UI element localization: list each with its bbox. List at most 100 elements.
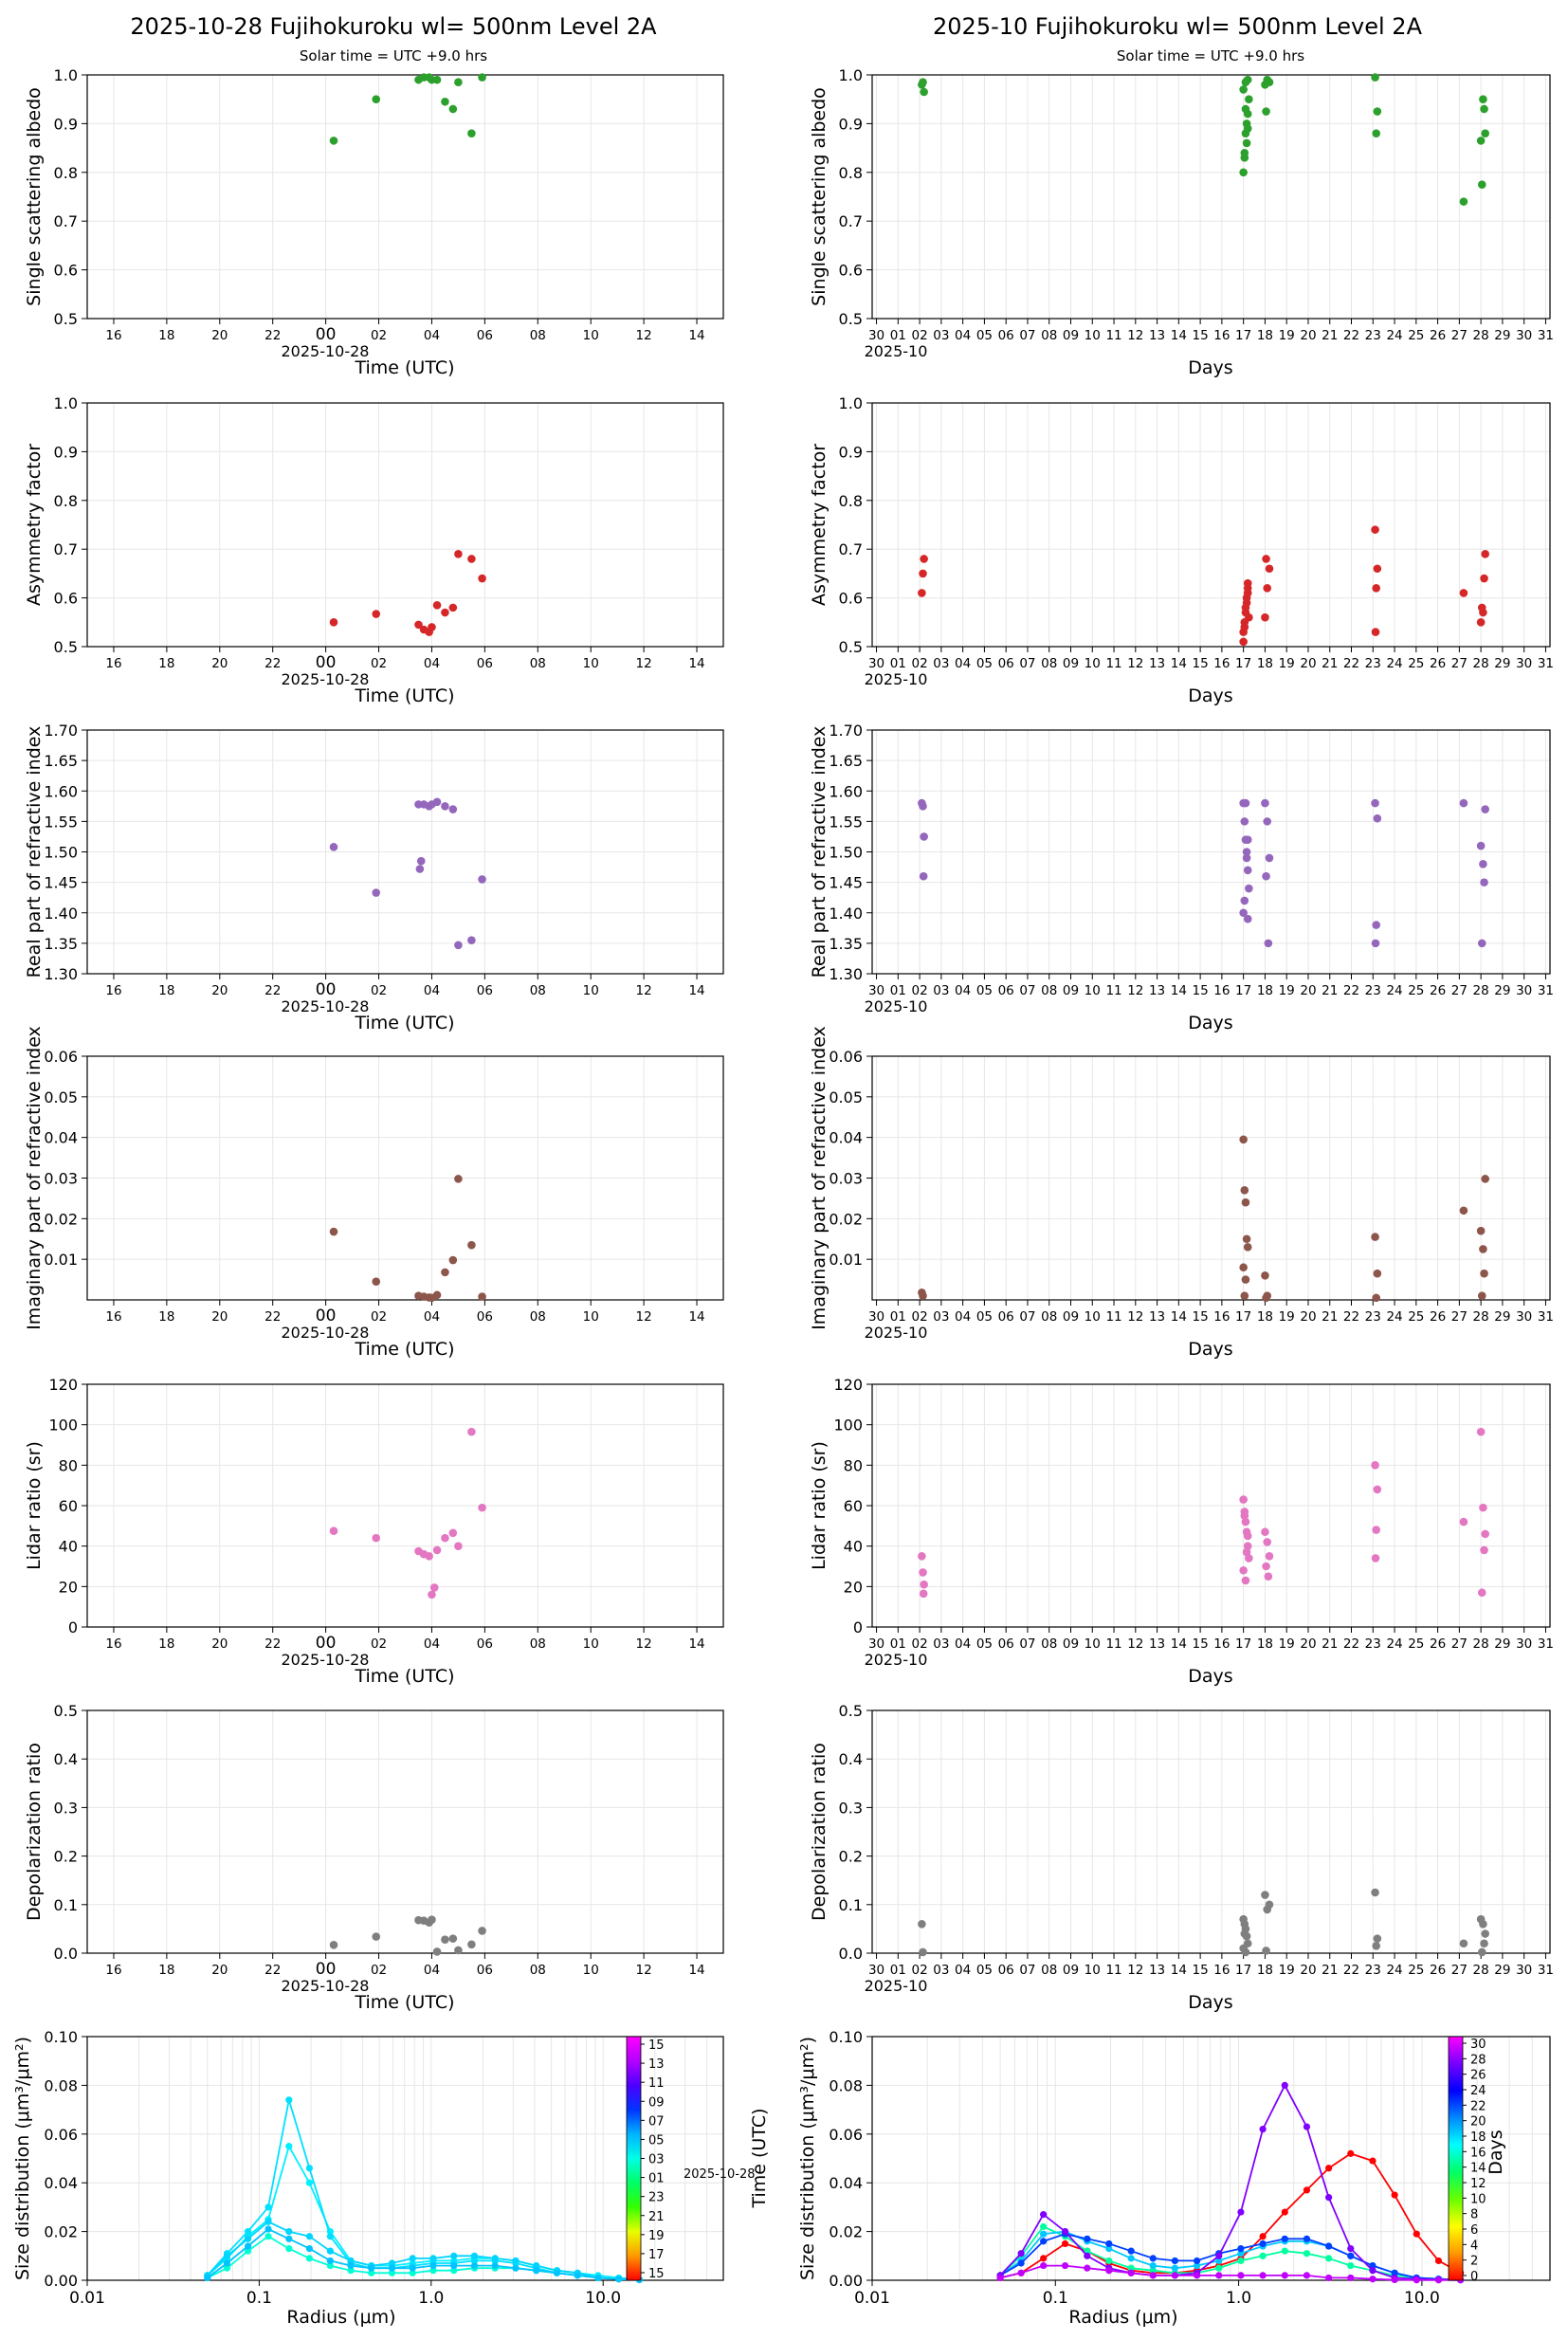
x-tick-label: 02 <box>371 983 387 998</box>
colorbar-tick-label: 19 <box>648 2229 665 2243</box>
x-tick-label: 10 <box>583 1636 599 1652</box>
series-point <box>244 2235 252 2242</box>
x-axis-label: Time (UTC) <box>354 357 454 378</box>
data-point <box>1261 612 1269 622</box>
x-tick-label: 16 <box>105 1963 121 1978</box>
plots-layer: 16 18 20 22 00 02 04 06 08 10 12 140.50.60.70.80.91… <box>12 66 1554 2328</box>
y-tick-label: 1.45 <box>44 874 78 892</box>
series-point <box>1369 2157 1377 2165</box>
x-tick-label: 02 <box>912 983 928 998</box>
x-tick-label: 29 <box>1494 983 1510 998</box>
y-tick-label: 0.6 <box>54 590 78 608</box>
series-point <box>470 2252 479 2259</box>
series-point <box>1171 2264 1178 2272</box>
x-tick-label: 14 <box>1171 1636 1187 1652</box>
left-figure-title: 2025-10-28 Fujihokuroku wl= 500nm Level … <box>130 13 657 40</box>
data-point <box>1243 866 1252 875</box>
colorbar-tick-label: 16 <box>1470 2146 1486 2160</box>
series-point <box>1369 2267 1377 2275</box>
data-point <box>1371 798 1379 808</box>
x-tick-label: 05 <box>976 656 993 671</box>
y-tick-label: 40 <box>844 1538 863 1556</box>
series-point <box>1281 2208 1288 2216</box>
series-point <box>450 2252 458 2259</box>
data-point <box>1459 1206 1468 1216</box>
data-point <box>454 1946 463 1955</box>
data-point <box>1262 1562 1270 1571</box>
colorbar-tick-label: 12 <box>1470 2177 1486 2191</box>
x-tick-label: 08 <box>530 1963 546 1978</box>
x-tick-label: 17 <box>1235 656 1251 671</box>
x-tick-label: 17 <box>1235 328 1251 343</box>
colorbar-label: Days <box>1486 2130 1506 2174</box>
y-tick-label: 0.6 <box>839 262 863 280</box>
x-tick-label: 16 <box>1213 1636 1230 1652</box>
x-tick-label: 08 <box>530 1309 546 1325</box>
series-point <box>1061 2261 1069 2270</box>
data-point <box>1239 85 1248 94</box>
data-point <box>1239 1135 1248 1144</box>
series-point <box>1193 2261 1201 2270</box>
x-tick-label: 18 <box>1257 656 1273 671</box>
x-tick-label: 31 <box>1538 656 1554 671</box>
x-tick-label: 02 <box>371 656 387 671</box>
y-tick-label: 0.10 <box>44 2028 78 2046</box>
series-point <box>1347 2244 1355 2253</box>
y-tick-label: 0.02 <box>44 1210 78 1228</box>
data-point <box>1459 1517 1468 1526</box>
colorbar-tick-label: 20 <box>1470 2115 1486 2130</box>
y-tick-label: 0 <box>68 1618 78 1636</box>
data-point <box>1479 1919 1487 1929</box>
series-point <box>264 2233 272 2240</box>
data-point <box>1481 129 1489 137</box>
x-tick-label: 04 <box>955 656 971 671</box>
colorbar-label: Time (UTC) <box>749 2108 770 2208</box>
data-point <box>478 1292 486 1301</box>
x-tick-label: 01 <box>890 656 906 671</box>
y-axis-label: Imaginary part of refractive index <box>24 1026 45 1330</box>
series-point <box>1040 2238 1048 2245</box>
series-point <box>326 2261 334 2270</box>
series-point <box>1171 2272 1178 2279</box>
series-point <box>1105 2244 1113 2253</box>
y-tick-label: 0.04 <box>829 1129 863 1147</box>
series-point <box>1325 2194 1333 2202</box>
x-tick-label: 13 <box>1149 983 1165 998</box>
series-point <box>1084 2235 1091 2242</box>
colorbar-tick-label: 28 <box>1470 2053 1486 2067</box>
y-tick-label: 0.8 <box>54 492 78 510</box>
data-point <box>1372 921 1380 929</box>
x-tick-label: 31 <box>1538 328 1554 343</box>
y-tick-label: 0.4 <box>54 1750 78 1768</box>
data-point <box>1459 197 1468 206</box>
x-tick-label: 23 <box>1365 328 1381 343</box>
y-tick-label: 0.9 <box>54 443 78 461</box>
x-tick-label: 14 <box>688 656 704 671</box>
x-tick-label: 20 <box>1300 1636 1316 1652</box>
series-point <box>1149 2267 1157 2275</box>
series-point <box>1193 2272 1201 2279</box>
data-point <box>448 1528 458 1538</box>
series-point <box>1149 2261 1157 2270</box>
data-point <box>1371 628 1380 636</box>
x-tick-label: 1.0 <box>418 2289 444 2308</box>
right-figure-title: 2025-10 Fujihokuroku wl= 500nm Level 2A <box>933 13 1423 40</box>
x-tick-label: 06 <box>477 1309 493 1325</box>
y-tick-label: 0.1 <box>839 1896 863 1914</box>
series-point <box>1084 2252 1091 2259</box>
series-point <box>305 2244 314 2253</box>
data-point <box>432 797 442 807</box>
y-tick-label: 80 <box>59 1456 78 1474</box>
data-point <box>1243 1542 1252 1550</box>
chart-imag-monthly: 30 01 02 03 04 05 06 07 08 09 10 11 12 13 14 15 16 17 18 19… <box>809 1026 1554 1360</box>
data-point <box>432 75 442 84</box>
series-point <box>305 2233 314 2240</box>
x-tick-label: 10 <box>583 1963 599 1978</box>
x-tick-label: 25 <box>1408 1963 1424 1978</box>
y-tick-label: 0.5 <box>54 1702 78 1720</box>
x-tick-label: 08 <box>1041 656 1057 671</box>
x-tick-label: 16 <box>105 983 121 998</box>
series-point <box>450 2267 458 2275</box>
series-point <box>1325 2165 1333 2172</box>
series-point <box>204 2274 211 2282</box>
